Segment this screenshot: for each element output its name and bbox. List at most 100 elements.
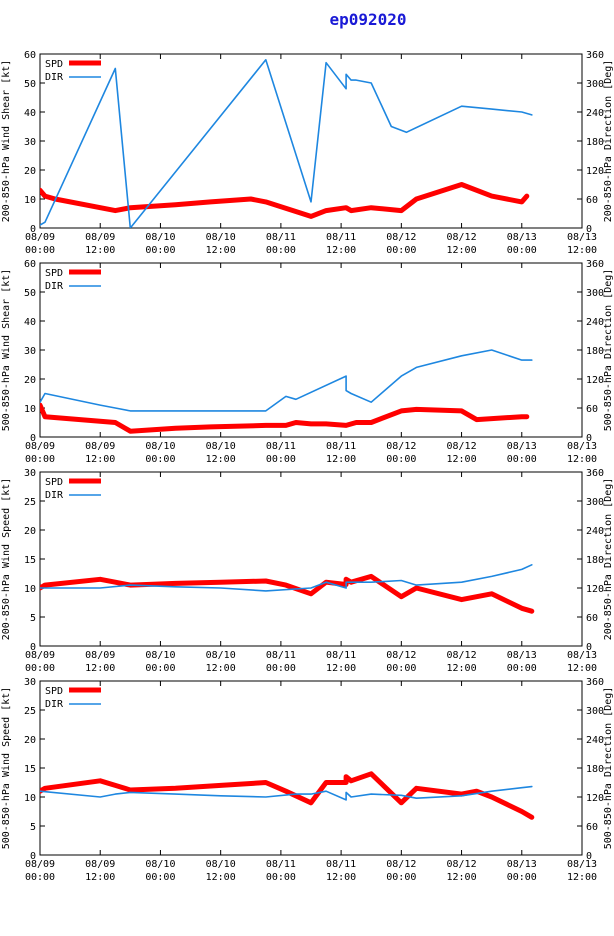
legend-label-spd: SPD (45, 59, 63, 70)
legend-label-dir: DIR (45, 490, 64, 501)
x-tick-label-time: 00:00 (386, 454, 416, 465)
y-tick-label-left: 50 (24, 79, 36, 90)
y-tick-label-left: 0 (30, 851, 36, 862)
legend-label-spd: SPD (45, 477, 63, 488)
y-tick-label-left: 60 (24, 50, 36, 61)
y-tick-label-left: 30 (24, 468, 36, 479)
x-tick-label-time: 12:00 (447, 245, 477, 256)
y-tick-label-right: 240 (586, 108, 604, 119)
x-tick-label-time: 00:00 (386, 245, 416, 256)
y-tick-label-right: 0 (586, 642, 592, 653)
x-tick-label-date: 08/13 (507, 650, 537, 661)
y-axis-label-left: 200-850-hPa Wind Shear [kt] (1, 60, 12, 223)
y-tick-label-left: 10 (24, 793, 36, 804)
y-tick-label-right: 0 (586, 851, 592, 862)
plot-frame (39, 680, 583, 856)
y-axis-label-left: 500-850-hPa Wind Speed [kt] (1, 687, 12, 850)
y-axis-label-left: 500-850-hPa Wind Shear [kt] (1, 269, 12, 432)
x-tick-label-time: 00:00 (266, 454, 296, 465)
x-tick-label-date: 08/13 (567, 441, 597, 452)
x-tick-label-date: 08/12 (386, 441, 416, 452)
y-tick-label-right: 360 (586, 259, 604, 270)
x-tick-label-time: 12:00 (447, 872, 477, 883)
y-tick-label-left: 40 (24, 317, 36, 328)
spd-series-line (40, 402, 530, 434)
series-group (40, 58, 533, 228)
plot-frame (39, 471, 583, 647)
x-tick-label-date: 08/12 (386, 232, 416, 243)
x-tick-label-time: 00:00 (145, 454, 175, 465)
legend-label-dir: DIR (45, 699, 64, 710)
y-tick-label-right: 180 (586, 137, 604, 148)
y-tick-label-right: 60 (586, 195, 598, 206)
y-tick-label-right: 180 (586, 764, 604, 775)
y-tick-label-left: 25 (24, 706, 36, 717)
x-tick-label-date: 08/09 (25, 859, 55, 870)
legend: SPD DIR (45, 59, 101, 83)
x-tick-label-time: 12:00 (206, 245, 236, 256)
x-tick-label-time: 12:00 (85, 245, 115, 256)
dir-series-line (40, 785, 533, 801)
y-tick-label-left: 10 (24, 584, 36, 595)
y-tick-label-left: 20 (24, 375, 36, 386)
x-tick-label-date: 08/09 (25, 650, 55, 661)
x-tick-label-date: 08/12 (447, 650, 477, 661)
x-tick-label-time: 12:00 (206, 663, 236, 674)
spd-series-line (40, 771, 535, 820)
y-tick-label-left: 25 (24, 497, 36, 508)
x-tick-label-date: 08/11 (266, 859, 296, 870)
x-tick-label-date: 08/12 (447, 859, 477, 870)
x-tick-label-date: 08/09 (25, 232, 55, 243)
y-axis-label-left: 200-850-hPa Wind Speed [kt] (1, 478, 12, 641)
y-tick-label-right: 60 (586, 822, 598, 833)
y-tick-label-left: 60 (24, 259, 36, 270)
x-tick-label-time: 12:00 (206, 872, 236, 883)
y-tick-label-right: 60 (586, 613, 598, 624)
x-tick-label-date: 08/12 (386, 859, 416, 870)
x-tick-label-date: 08/11 (266, 232, 296, 243)
x-tick-label-time: 12:00 (447, 663, 477, 674)
y-tick-label-right: 360 (586, 677, 604, 688)
x-tick-label-time: 12:00 (326, 454, 356, 465)
figure-title: ep092020 (329, 10, 406, 29)
x-tick-label-date: 08/11 (266, 441, 296, 452)
y-axis-label-right: 200-850-hPa Direction [Deg] (603, 60, 614, 223)
x-tick-label-time: 00:00 (25, 454, 55, 465)
chart-panel-2: 0 10 20 30 40 50 60 0 60 120 180 240 300 360 08/09 00:0… (1, 259, 614, 465)
y-tick-label-right: 300 (586, 79, 604, 90)
y-tick-label-right: 300 (586, 288, 604, 299)
dir-series-line (40, 58, 533, 228)
x-tick-label-date: 08/13 (567, 232, 597, 243)
x-tick-label-date: 08/10 (206, 441, 236, 452)
y-tick-label-right: 120 (586, 793, 604, 804)
y-axis-label-right: 200-850-hPa Direction [Deg] (603, 478, 614, 641)
y-tick-label-right: 180 (586, 346, 604, 357)
legend: SPD DIR (45, 477, 101, 501)
y-tick-label-left: 20 (24, 526, 36, 537)
series-group (40, 349, 533, 434)
y-tick-label-right: 120 (586, 584, 604, 595)
x-tick-label-date: 08/11 (266, 650, 296, 661)
x-tick-label-date: 08/10 (206, 232, 236, 243)
x-tick-label-time: 12:00 (567, 245, 597, 256)
y-tick-label-left: 15 (24, 764, 36, 775)
x-tick-label-time: 12:00 (567, 454, 597, 465)
x-tick-label-date: 08/10 (206, 859, 236, 870)
y-tick-label-right: 360 (586, 468, 604, 479)
x-tick-label-date: 08/09 (85, 650, 115, 661)
x-tick-label-time: 00:00 (145, 245, 175, 256)
chart-panel-3: 05101520253006012018024030036008/0900:00… (1, 468, 614, 674)
y-tick-label-left: 30 (24, 137, 36, 148)
y-tick-label-left: 0 (30, 642, 36, 653)
x-tick-label-time: 12:00 (447, 454, 477, 465)
y-tick-label-left: 0 (30, 224, 36, 235)
x-tick-label-time: 00:00 (386, 872, 416, 883)
x-tick-label-time: 12:00 (85, 872, 115, 883)
x-tick-label-date: 08/10 (206, 650, 236, 661)
y-tick-label-right: 240 (586, 526, 604, 537)
x-tick-label-time: 12:00 (206, 454, 236, 465)
y-tick-label-left: 40 (24, 108, 36, 119)
x-tick-label-date: 08/10 (145, 441, 175, 452)
x-tick-label-time: 00:00 (25, 872, 55, 883)
